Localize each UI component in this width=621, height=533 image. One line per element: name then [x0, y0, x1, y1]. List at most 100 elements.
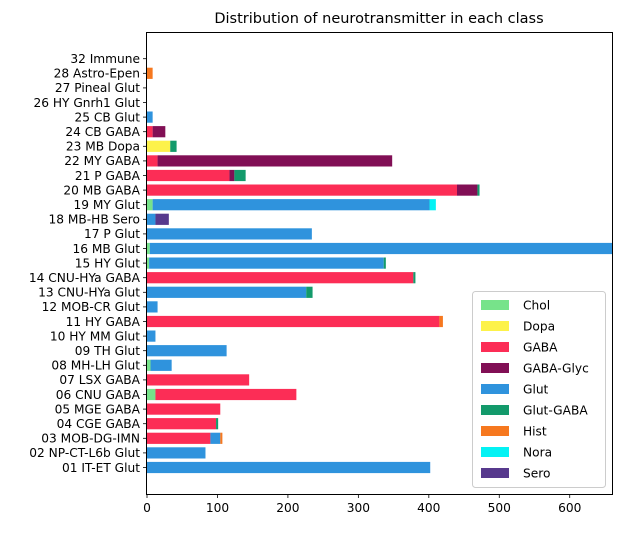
bar-20-mb-gaba-glut-gaba [477, 184, 480, 196]
bar-11-hy-gaba-gaba [147, 315, 440, 328]
bar-17-p-glut-glut [147, 228, 312, 240]
chart-title: Distribution of neurotransmitter in each… [214, 11, 543, 27]
bar-28-astro-epen-hist [147, 67, 153, 79]
bar-12-mob-cr-glut-glut [147, 301, 158, 313]
y-tick-label: 19 MY Glut [73, 198, 140, 212]
bar-08-mh-lh-glut-glut [150, 359, 172, 371]
bar-14-cnu-hya-gaba-gaba [147, 272, 414, 284]
y-tick-label: 24 CB GABA [65, 125, 140, 139]
plot-frame [146, 32, 613, 495]
y-tick-label: 17 P Glut [84, 227, 140, 241]
y-tick-label: 15 HY Glut [75, 256, 140, 270]
bar-13-cnu-hya-glut-glut [147, 286, 307, 298]
legend-swatch-glut [481, 384, 509, 394]
y-tick-label: 32 Immune [70, 52, 140, 66]
bar-04-cge-gaba-glut-gaba [216, 418, 219, 430]
bar-15-hy-glut-chol [147, 257, 150, 269]
legend-label-sero: Sero [523, 466, 550, 480]
bar-19-my-glut-chol [147, 199, 153, 211]
y-tick-label: 09 TH Glut [75, 344, 140, 358]
bar-21-p-gaba-gaba-glyc [229, 169, 235, 182]
y-tick-label: 05 MGE GABA [55, 402, 141, 416]
y-tick-label: 23 MB Dopa [66, 140, 140, 154]
y-tick-label: 03 MOB-DG-IMN [41, 432, 140, 446]
legend-frame [472, 291, 606, 488]
bar-21-p-gaba-gaba [147, 169, 230, 182]
y-tick-label: 28 Astro-Epen [54, 67, 140, 81]
bar-01-it-et-glut-glut [147, 461, 431, 474]
bar-09-th-glut-glut [147, 345, 227, 357]
bar-02-np-ct-l6b-glut-glut [147, 447, 206, 459]
bar-10-hy-mm-glut-glut [147, 330, 156, 342]
bar-03-mob-dg-imn-glut [210, 432, 221, 444]
bar-15-hy-glut-glut [149, 257, 384, 269]
legend-label-gaba-glyc: GABA-Glyc [523, 361, 589, 375]
y-tick-label: 04 CGE GABA [57, 417, 141, 431]
y-tick-label: 27 Pineal Glut [55, 81, 140, 95]
y-tick-label: 16 MB Glut [73, 242, 141, 256]
bar-06-cnu-gaba-gaba [155, 388, 297, 401]
x-tick-label: 100 [206, 501, 229, 515]
legend-label-nora: Nora [523, 445, 552, 459]
y-tick-label: 06 CNU GABA [56, 388, 141, 402]
bar-22-my-gaba-gaba-glyc [157, 155, 393, 167]
bar-19-my-glut-glut [152, 199, 430, 211]
x-tick-label: 200 [276, 501, 299, 515]
bar-23-mb-dopa-glut-gaba [170, 140, 177, 152]
x-tick-label: 0 [143, 501, 151, 515]
y-tick-label: 22 MY GABA [64, 154, 140, 168]
legend-label-gaba: GABA [523, 340, 558, 354]
legend-swatch-gaba-glyc [481, 363, 509, 373]
legend-swatch-dopa [481, 321, 509, 331]
bar-20-mb-gaba-gaba-glyc [457, 184, 478, 196]
bar-16-mb-glut-glut [149, 242, 612, 255]
bar-22-my-gaba-gaba [147, 155, 158, 167]
bar-11-hy-gaba-hist [439, 315, 443, 328]
legend-swatch-nora [481, 447, 509, 457]
legend-label-chol: Chol [523, 298, 550, 312]
bar-15-hy-glut-glut-gaba [383, 257, 386, 269]
legend-label-hist: Hist [523, 424, 547, 438]
y-tick-label: 07 LSX GABA [59, 373, 140, 387]
bar-24-cb-gaba-gaba [147, 126, 153, 138]
bar-03-mob-dg-imn-gaba [147, 432, 211, 444]
x-tick-label: 500 [488, 501, 511, 515]
bar-18-mb-hb-sero-sero [155, 213, 169, 225]
bar-23-mb-dopa-dopa [147, 140, 171, 152]
y-tick-label: 08 MH-LH Glut [51, 359, 140, 373]
x-tick-label: 300 [347, 501, 370, 515]
x-axis-ticks: 0 100 200 300 400 500 600 [143, 494, 581, 515]
legend-swatch-glut-gaba [481, 405, 509, 415]
y-tick-label: 13 CNU-HYa Glut [38, 286, 140, 300]
y-tick-label: 12 MOB-CR Glut [42, 300, 141, 314]
legend-swatch-gaba [481, 342, 509, 352]
bar-03-mob-dg-imn-hist [220, 432, 223, 444]
bar-04-cge-gaba-gaba [147, 418, 217, 430]
legend-label-glut-gaba: Glut-GABA [523, 403, 588, 417]
legend-swatch-chol [481, 300, 509, 310]
bar-16-mb-glut-chol [147, 242, 150, 255]
x-tick-label: 600 [558, 501, 581, 515]
y-tick-label: 01 IT-ET Glut [62, 461, 140, 475]
y-tick-label: 10 HY MM Glut [50, 329, 140, 343]
y-tick-label: 25 CB Glut [75, 110, 141, 124]
bar-14-cnu-hya-gaba-glut-gaba [413, 272, 416, 284]
bar-19-my-glut-nora [429, 199, 436, 211]
legend-swatch-sero [481, 468, 509, 478]
bar-21-p-gaba-glut-gaba [234, 169, 246, 182]
legend-swatch-hist [481, 426, 509, 436]
bar-24-cb-gaba-gaba-glyc [152, 126, 166, 138]
bars-group [147, 67, 612, 474]
bar-07-lsx-gaba-gaba [147, 374, 250, 386]
bar-25-cb-glut-glut [147, 111, 153, 123]
bar-08-mh-lh-glut-chol [147, 359, 151, 371]
bar-20-mb-gaba-gaba [147, 184, 457, 196]
bar-05-mge-gaba-gaba [147, 403, 221, 415]
bar-13-cnu-hya-glut-glut-gaba [306, 286, 313, 298]
y-tick-label: 18 MB-HB Sero [49, 213, 141, 227]
y-tick-label: 21 P GABA [75, 169, 141, 183]
bar-18-mb-hb-sero-glut [147, 213, 156, 225]
y-tick-label: 14 CNU-HYa GABA [29, 271, 141, 285]
